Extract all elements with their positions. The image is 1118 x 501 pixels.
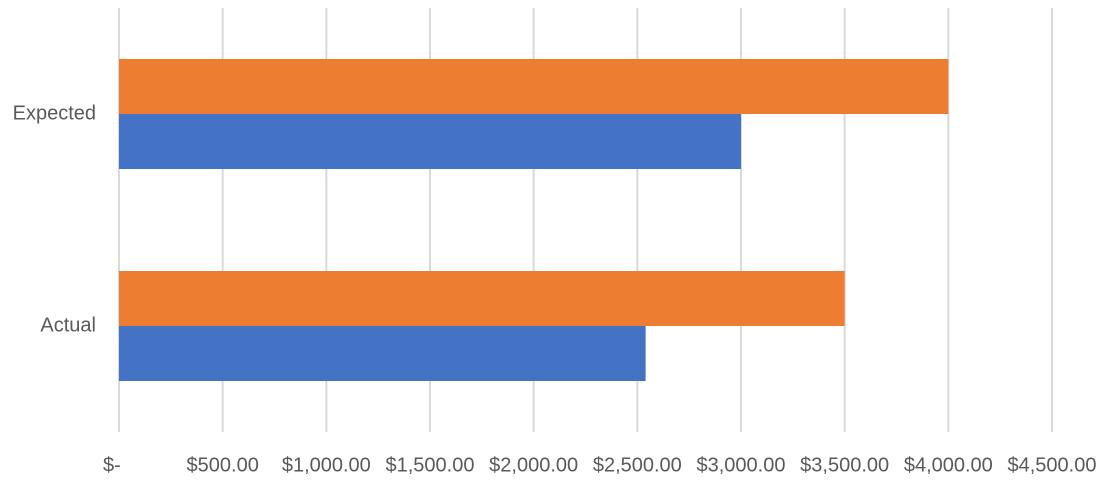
bar-actual-series-1 [119, 271, 845, 326]
x-tick-label-8: $4,000.00 [904, 454, 993, 476]
bar-expected-series-2 [119, 114, 741, 169]
x-tick-label-1: $500.00 [187, 454, 259, 476]
category-label-expected: Expected [13, 102, 96, 124]
category-labels: Expected Actual [13, 102, 96, 336]
category-label-actual: Actual [40, 314, 96, 336]
x-tick-label-5: $2,500.00 [593, 454, 682, 476]
x-tick-label-9: $4,500.00 [1008, 454, 1097, 476]
x-axis-tick-labels: $- $500.00 $1,000.00 $1,500.00 $2,000.00 $2,5… [103, 454, 1096, 476]
bar-actual-series-2 [119, 326, 646, 381]
bar-expected-series-1 [119, 59, 949, 114]
x-tick-label-2: $1,000.00 [282, 454, 371, 476]
x-tick-label-0: $- [103, 454, 121, 476]
bars [119, 59, 949, 381]
x-tick-label-3: $1,500.00 [386, 454, 475, 476]
x-tick-label-4: $2,000.00 [489, 454, 578, 476]
x-tick-label-6: $3,000.00 [697, 454, 786, 476]
x-tick-label-7: $3,500.00 [800, 454, 889, 476]
